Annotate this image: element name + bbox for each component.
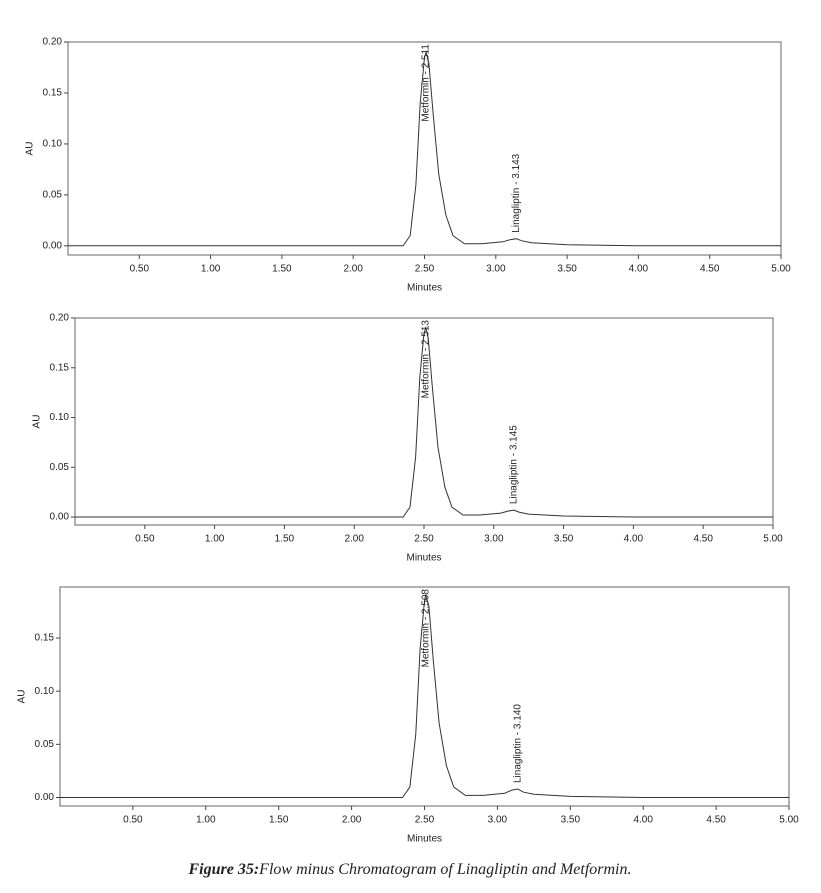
x-tick-label: 4.00 [629,264,649,275]
y-tick-label: 0.00 [35,792,55,803]
x-tick-label: 3.00 [484,534,504,545]
x-tick-label: 1.00 [196,815,216,826]
y-tick-label: 0.00 [50,512,70,523]
x-tick-label: 3.50 [557,264,577,275]
x-tick-label: 2.50 [415,815,435,826]
x-tick-label: 0.50 [123,815,143,826]
peak-label: Metformin - 2.508 [420,589,431,668]
y-tick-label: 0.15 [35,633,55,644]
y-axis-label: AU [17,690,28,704]
x-tick-label: 1.00 [205,534,225,545]
x-tick-label: 3.50 [561,815,581,826]
x-tick-label: 1.50 [269,815,289,826]
chromatogram-line [60,593,789,798]
x-axis-label: Minutes [407,834,442,845]
x-tick-label: 2.00 [342,815,362,826]
x-tick-label: 2.50 [415,264,435,275]
peak-label: Metformin - 2.511 [421,44,432,122]
x-tick-label: 3.00 [488,815,508,826]
y-tick-label: 0.10 [35,686,55,697]
y-tick-label: 0.05 [50,462,70,473]
x-tick-label: 4.50 [700,264,720,275]
x-tick-label: 5.00 [779,815,799,826]
peak-label: Linagliptin - 3.140 [512,704,523,783]
x-tick-label: 5.00 [771,264,791,275]
x-tick-label: 4.00 [624,534,644,545]
x-tick-label: 2.00 [343,264,363,275]
x-tick-label: 3.00 [486,264,506,275]
x-tick-label: 4.00 [633,815,653,826]
y-axis-label: AU [32,415,43,429]
x-tick-label: 2.50 [414,534,434,545]
x-axis-label: Minutes [407,283,442,294]
y-tick-label: 0.05 [35,739,55,750]
x-tick-label: 1.50 [275,534,295,545]
x-tick-label: 3.50 [554,534,574,545]
x-tick-label: 5.00 [763,534,783,545]
y-axis-label: AU [25,142,36,156]
y-tick-label: 0.10 [50,412,70,423]
peak-label: Metformin - 2.513 [420,320,431,399]
peak-label: Linagliptin - 3.145 [509,425,520,504]
y-tick-label: 0.15 [43,88,63,99]
chromatogram-line [68,50,781,247]
x-axis-label: Minutes [406,553,441,564]
x-tick-label: 1.50 [272,264,292,275]
x-tick-label: 4.50 [706,815,726,826]
y-tick-label: 0.20 [43,37,63,48]
chart-panel: 0.00 0.05 0.10 0.15 0.50 1.00 1.50 2.00 2.50 3.00… [17,586,799,845]
x-tick-label: 1.00 [201,264,221,275]
peak-label: Linagliptin - 3.143 [511,153,522,232]
y-tick-label: 0.05 [43,190,63,201]
x-tick-label: 0.50 [130,264,150,275]
x-tick-label: 2.00 [344,534,364,545]
y-tick-label: 0.10 [43,139,63,150]
caption-text: Flow minus Chromatogram of Linagliptin a… [258,861,631,878]
chart-panel: 0.00 0.05 0.10 0.15 0.20 0.50 1.00 1.50 2.00 2.50… [25,37,792,294]
caption: Figure 35:Flow minus Chromatogram of Lin… [188,861,632,878]
x-tick-label: 0.50 [135,534,155,545]
chromatogram-line [75,326,773,518]
y-tick-label: 0.20 [50,313,70,324]
chart-panel: 0.00 0.05 0.10 0.15 0.20 0.50 1.00 1.50 2.00 2.50… [32,313,784,564]
y-tick-label: 0.15 [50,362,70,373]
x-tick-label: 4.50 [693,534,713,545]
y-tick-label: 0.00 [43,240,63,251]
caption-label: Figure 35: [188,861,260,878]
